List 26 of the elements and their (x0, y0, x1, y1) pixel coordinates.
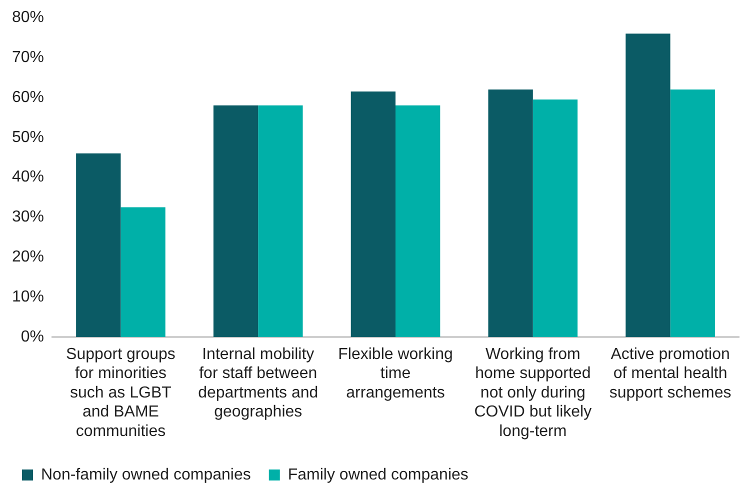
bar (76, 153, 121, 337)
bar (213, 105, 258, 337)
bar (258, 105, 303, 337)
y-tick-label: 80% (12, 9, 44, 26)
legend-label: Family owned companies (288, 466, 468, 484)
y-tick-label: 10% (12, 288, 44, 306)
bar (350, 91, 396, 337)
y-tick-label: 50% (12, 128, 44, 146)
y-tick-label: 60% (12, 88, 44, 106)
legend-label: Non-family owned companies (41, 466, 251, 484)
bar (670, 89, 715, 337)
x-tick-label: Working from home supported not only during COVID but likely long-term (474, 346, 592, 440)
y-tick-label: 30% (12, 208, 44, 226)
x-tick-label: Internal mobility for staff between departments and geographies (198, 346, 318, 421)
bar (532, 99, 578, 337)
bar (626, 34, 670, 337)
x-tick-label: Support groups for minorities such as LGBT and BAME communities (66, 346, 176, 440)
bar (396, 105, 440, 337)
x-tick-label: Active promotion of mental health support schemes (609, 346, 732, 402)
bar (488, 89, 533, 337)
y-tick-label: 70% (12, 48, 44, 66)
y-tick-label: 20% (12, 248, 44, 266)
x-tick-label: Flexible working time arrangements (338, 346, 453, 402)
y-tick-label: 40% (12, 168, 44, 186)
y-tick-label: 0% (20, 328, 44, 346)
bar (120, 207, 166, 337)
